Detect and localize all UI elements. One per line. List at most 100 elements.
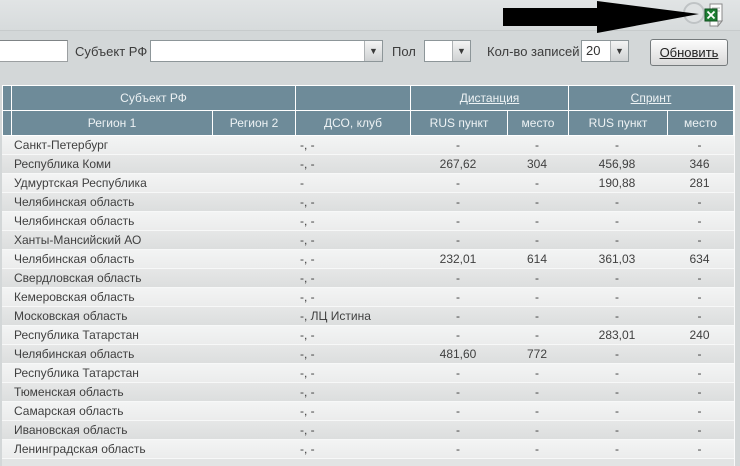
cell-region1: Ханты-Мансийский АО <box>14 233 142 247</box>
cell-distance-place: - <box>535 271 539 285</box>
search-input[interactable] <box>0 40 68 62</box>
cell-distance-rus-points: - <box>456 423 460 437</box>
cell-sprint-place: - <box>697 404 702 418</box>
cell-sprint-rus-points: - <box>615 442 619 456</box>
cell-sprint-rus-points: - <box>615 309 619 323</box>
cell-sprint-place: - <box>697 385 702 399</box>
cell-distance-rus-points: - <box>456 233 460 247</box>
cell-sprint-place: 346 <box>689 157 710 171</box>
cell-region1: Тюменская область <box>14 385 124 399</box>
cell-club: -, - <box>300 385 315 399</box>
cell-sprint-place: - <box>697 309 702 323</box>
cell-sprint-rus-points: - <box>615 347 619 361</box>
cell-club: -, - <box>300 290 315 304</box>
cell-club: - <box>300 176 304 190</box>
cell-club: -, - <box>300 404 315 418</box>
cell-distance-place: - <box>535 385 539 399</box>
cell-region1: Ивановская область <box>14 423 128 437</box>
header-group-club-spacer <box>296 86 410 110</box>
cell-club: -, - <box>300 138 315 152</box>
cell-distance-rus-points: 232,01 <box>439 252 477 266</box>
header-spacer <box>3 111 11 135</box>
cell-sprint-rus-points: - <box>615 233 619 247</box>
header-spacer <box>3 86 11 110</box>
cell-club: -, - <box>300 328 315 342</box>
sprint-sort-link[interactable]: Спринт <box>630 91 672 105</box>
cell-distance-rus-points: - <box>456 328 460 342</box>
cell-region1: Республика Татарстан <box>14 366 139 380</box>
cell-sprint-place: - <box>697 214 702 228</box>
cell-sprint-rus-points: - <box>615 423 619 437</box>
table-row: Свердловская область -, - - - - - <box>2 268 734 287</box>
cell-distance-place: - <box>535 423 539 437</box>
cell-distance-place: - <box>535 176 539 190</box>
table-row: Московская область -, ЛЦ Истина - - - - <box>2 306 734 325</box>
distance-sort-link[interactable]: Дистанция <box>459 91 520 105</box>
cell-distance-place: 304 <box>526 157 548 171</box>
gender-select[interactable]: ▼ <box>424 40 471 62</box>
cell-region1: Удмуртская Республика <box>14 176 147 190</box>
cell-club: -, - <box>300 347 315 361</box>
cell-distance-place: - <box>535 290 539 304</box>
cell-sprint-rus-points: - <box>615 385 619 399</box>
chevron-down-icon[interactable]: ▼ <box>364 41 382 61</box>
records-count-select[interactable]: 20 ▼ <box>581 40 629 62</box>
cell-distance-place: - <box>535 138 539 152</box>
header-group-distance: Дистанция <box>411 86 568 110</box>
cell-region1: Ленинградская область <box>14 442 146 456</box>
column-header-region2: Регион 2 <box>213 111 295 135</box>
cell-sprint-rus-points: - <box>615 404 619 418</box>
header-group-sprint: Спринт <box>569 86 733 110</box>
chevron-down-icon[interactable]: ▼ <box>452 41 470 61</box>
table-row: Республика Коми -, - 267,62 304 456,98 3… <box>2 154 734 173</box>
cell-sprint-place: - <box>697 195 702 209</box>
cell-distance-rus-points: - <box>456 442 460 456</box>
cell-distance-place: 614 <box>526 252 548 266</box>
column-header-distance-place: место <box>508 111 568 135</box>
cell-sprint-place: - <box>697 290 702 304</box>
table-row: Республика Татарстан -, - - - 283,01 240 <box>2 325 734 344</box>
cell-distance-rus-points: - <box>456 176 460 190</box>
cell-club: -, - <box>300 233 315 247</box>
subject-select-value <box>151 41 364 61</box>
cell-sprint-rus-points: 190,88 <box>598 176 636 190</box>
column-header-sprint-rus: RUS пункт <box>569 111 667 135</box>
cell-region1: Челябинская область <box>14 252 135 266</box>
cell-sprint-place: - <box>697 423 702 437</box>
cell-distance-place: 772 <box>526 347 548 361</box>
cell-distance-rus-points: - <box>456 309 460 323</box>
cell-distance-rus-points: - <box>456 404 460 418</box>
cell-distance-place: - <box>535 404 539 418</box>
table-row: Кемеровская область -, - - - - - <box>2 287 734 306</box>
column-header-region1: Регион 1 <box>12 111 212 135</box>
cell-sprint-place: - <box>697 233 702 247</box>
table-row: Челябинская область -, - - - - - <box>2 211 734 230</box>
cell-club: -, - <box>300 214 315 228</box>
gender-label: Пол <box>392 44 416 59</box>
cell-region1: Санкт-Петербург <box>14 138 109 152</box>
column-header-distance-rus: RUS пункт <box>411 111 507 135</box>
cell-distance-place: - <box>535 442 539 456</box>
cell-sprint-place: - <box>697 271 702 285</box>
table-row: Тюменская область -, - - - - - <box>2 382 734 401</box>
table-row: Удмуртская Республика - - - 190,88 281 <box>2 173 734 192</box>
cell-sprint-place: - <box>697 347 702 361</box>
chevron-down-icon[interactable]: ▼ <box>610 41 628 61</box>
subject-label: Субъект РФ <box>75 44 148 59</box>
cell-sprint-place: - <box>697 366 702 380</box>
cell-region1: Челябинская область <box>14 347 135 361</box>
cell-sprint-rus-points: - <box>615 138 619 152</box>
cell-club: -, - <box>300 423 315 437</box>
table-row: Республика Татарстан -, - - - - - <box>2 363 734 382</box>
column-header-club: ДСО, клуб <box>296 111 410 135</box>
cell-sprint-place: - <box>697 442 702 456</box>
subject-select[interactable]: ▼ <box>150 40 383 62</box>
cell-sprint-place: 281 <box>689 176 710 190</box>
cell-club: -, - <box>300 442 315 456</box>
refresh-button[interactable]: Обновить <box>650 39 728 66</box>
cell-sprint-place: - <box>697 138 702 152</box>
excel-export-icon[interactable] <box>704 3 725 33</box>
cell-region1: Московская область <box>14 309 128 323</box>
table-row: Самарская область -, - - - - - <box>2 401 734 420</box>
